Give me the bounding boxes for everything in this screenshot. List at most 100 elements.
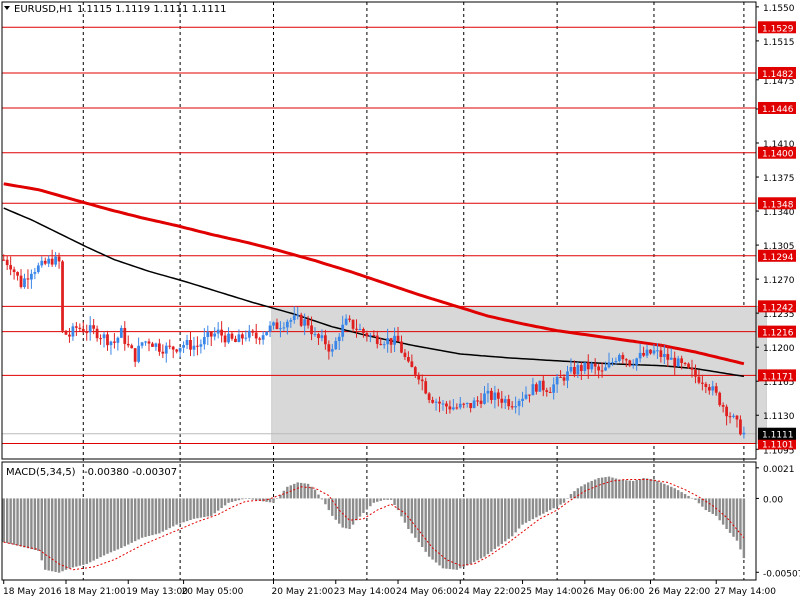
macd-histogram-bar — [71, 498, 75, 568]
price-level-tag — [758, 21, 796, 34]
price-level-tag — [758, 300, 796, 313]
candle-bull — [635, 358, 639, 365]
price-level-tag-text: 1.1294 — [762, 253, 794, 263]
macd-histogram-bar — [33, 498, 37, 550]
macd-histogram-bar — [313, 489, 317, 499]
candle-bear — [528, 394, 531, 396]
candle-bull — [178, 347, 182, 352]
price-level-tag-text: 1.1242 — [762, 303, 794, 313]
macd-tick-label: 0.0021 — [763, 465, 795, 475]
candle-bull — [192, 345, 196, 350]
candle-bear — [600, 370, 604, 372]
macd-histogram-bar — [590, 480, 593, 499]
candle-bull — [569, 366, 573, 372]
candle-bear — [57, 256, 61, 262]
time-tick-label: 18 May 2016 — [3, 587, 62, 597]
macd-histogram-bar — [293, 483, 296, 499]
candle-bull — [590, 363, 594, 370]
candle-bull — [237, 334, 241, 342]
candle-bull — [282, 327, 286, 329]
horizontal-levels[interactable] — [2, 26, 756, 444]
candle-bull — [652, 350, 656, 354]
candle-bull — [607, 362, 611, 368]
triangle-down-icon[interactable] — [4, 6, 10, 10]
price-level-tag-text: 1.1348 — [762, 200, 794, 210]
candle-bear — [355, 328, 358, 330]
macd-tick-label: 0.00 — [763, 495, 783, 505]
price-tick-label: 1.1550 — [763, 4, 795, 14]
candle-bear — [424, 381, 428, 394]
candle-bear — [621, 355, 625, 360]
macd-histogram-bar — [234, 498, 237, 502]
time-tick-label: 27 May 14:00 — [714, 587, 776, 597]
macd-histogram-bar — [407, 498, 410, 530]
macd-histogram-bar — [472, 498, 476, 563]
moving-averages — [3, 182, 745, 378]
macd-histogram-bar — [16, 498, 19, 546]
candle-bear — [728, 416, 732, 418]
candle-bear — [95, 328, 99, 339]
candle-bear — [413, 367, 417, 375]
candle-bear — [157, 343, 161, 352]
candle-bull — [119, 327, 123, 338]
candle-bull — [434, 401, 438, 403]
candle-bear — [310, 325, 313, 335]
candle-bull — [289, 320, 293, 322]
candle-bull — [645, 349, 649, 356]
macd-histogram-bar — [514, 498, 517, 533]
candle-bear — [126, 343, 130, 346]
candle-bear — [687, 363, 690, 368]
candle-bull — [638, 352, 642, 359]
macd-histogram-bar — [30, 498, 33, 550]
candle-bear — [5, 259, 9, 266]
candle-bear — [348, 318, 351, 320]
macd-histogram-bar — [721, 498, 725, 525]
time-tick-label: 20 May 21:00 — [272, 587, 334, 597]
candle-bear — [379, 343, 383, 345]
macd-histogram-bar — [44, 498, 47, 570]
macd-histogram-bar — [182, 498, 185, 523]
macd-histogram-bar — [604, 477, 607, 499]
candle-bear — [704, 383, 708, 388]
price-level-tag-text: 1.1446 — [762, 105, 794, 115]
candle-bull — [199, 344, 203, 347]
macd-histogram-bar — [220, 498, 223, 509]
macd-histogram-bar — [701, 498, 704, 507]
macd-histogram-bar — [455, 498, 459, 570]
macd-histogram-bar — [718, 498, 721, 521]
candle-bear — [19, 275, 23, 288]
candle-bull — [292, 315, 296, 321]
macd-histogram-bar — [642, 478, 645, 499]
candle-bear — [420, 379, 424, 382]
macd-histogram-bar — [251, 498, 254, 500]
candle-bear — [573, 366, 576, 375]
price-level-tag — [758, 437, 796, 450]
candle-bull — [279, 328, 282, 330]
moving-average-fast — [3, 207, 745, 378]
price-level-tag — [758, 197, 796, 210]
macd-histogram-bar — [735, 498, 739, 541]
macd-histogram-bar — [223, 498, 227, 506]
macd-histogram-bar — [614, 478, 618, 499]
candle-bull — [524, 394, 528, 399]
macd-histogram-bar — [365, 498, 369, 510]
candle-bull — [576, 365, 580, 375]
candle-bull — [330, 349, 334, 352]
candle-bull — [116, 337, 120, 343]
macd-histogram-bar — [127, 498, 130, 545]
macd-histogram-bar — [331, 498, 334, 516]
macd-histogram-bar — [421, 498, 424, 547]
macd-histogram-bar — [192, 498, 196, 519]
candle-bear — [721, 405, 725, 407]
candle-bull — [472, 400, 476, 409]
candle-bull — [137, 345, 141, 362]
candle-bear — [78, 327, 82, 329]
macd-histogram-bar — [355, 498, 358, 521]
macd-histogram-bar — [272, 498, 275, 503]
price-level-tag — [758, 325, 796, 338]
candle-bear — [113, 341, 116, 343]
candle-bear — [462, 403, 466, 405]
macd-histogram-bar — [68, 498, 71, 569]
